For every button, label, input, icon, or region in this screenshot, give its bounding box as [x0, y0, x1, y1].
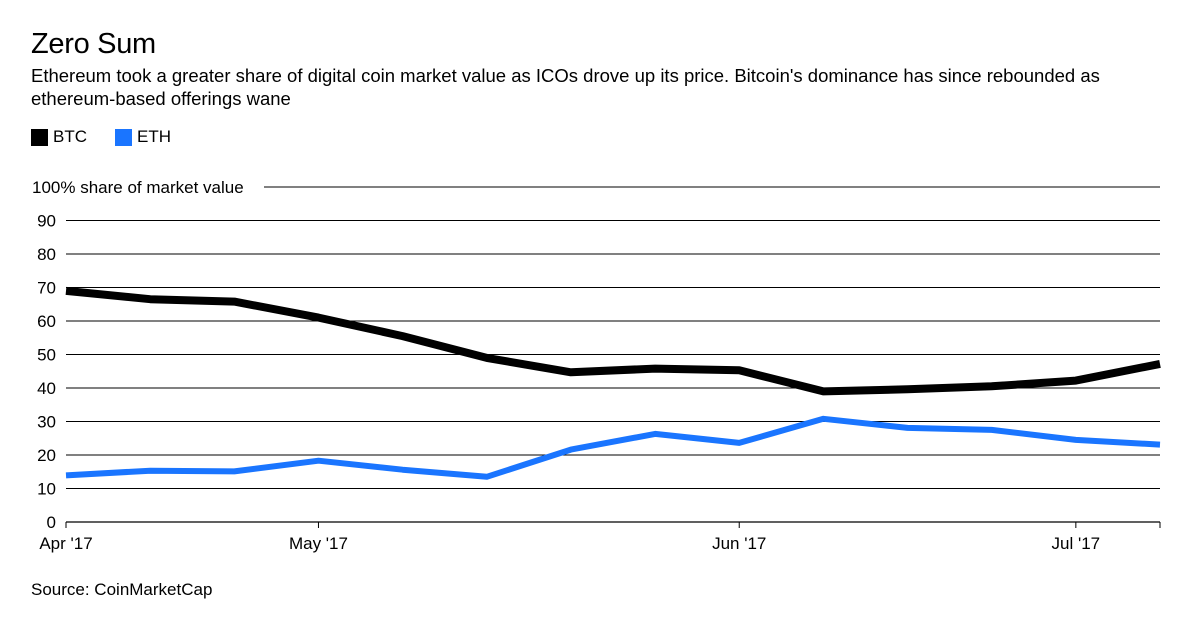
y-tick-label: 0	[47, 513, 56, 532]
y-tick-label: 30	[37, 413, 56, 432]
legend-item-btc: BTC	[31, 127, 87, 147]
y-tick-label: 80	[37, 245, 56, 264]
legend-item-eth: ETH	[115, 127, 171, 147]
y-tick-label: 10	[37, 480, 56, 499]
y-axis-top-label: 100% share of market value	[32, 178, 244, 197]
source-note: Source: CoinMarketCap	[31, 580, 213, 599]
y-tick-label: 70	[37, 279, 56, 298]
chart-title: Zero Sum	[31, 28, 156, 60]
y-tick-label: 50	[37, 346, 56, 365]
series-line-eth	[65, 415, 1161, 480]
y-tick-label: 40	[37, 379, 56, 398]
y-tick-label: 60	[37, 312, 56, 331]
chart-subtitle: Ethereum took a greater share of digital…	[31, 65, 1100, 109]
legend-label-btc: BTC	[53, 127, 87, 146]
x-tick-label: Jun '17	[712, 534, 766, 553]
legend: BTC ETH	[31, 127, 171, 147]
x-tick-label: Jul '17	[1052, 534, 1101, 553]
legend-swatch-eth	[115, 128, 132, 146]
y-tick-label: 20	[37, 446, 56, 465]
legend-swatch-btc	[31, 128, 48, 146]
series-line-btc	[65, 286, 1161, 396]
x-tick-label: May '17	[289, 534, 348, 553]
y-tick-label: 90	[37, 212, 56, 231]
legend-label-eth: ETH	[137, 127, 171, 146]
x-tick-label: Apr '17	[39, 534, 92, 553]
